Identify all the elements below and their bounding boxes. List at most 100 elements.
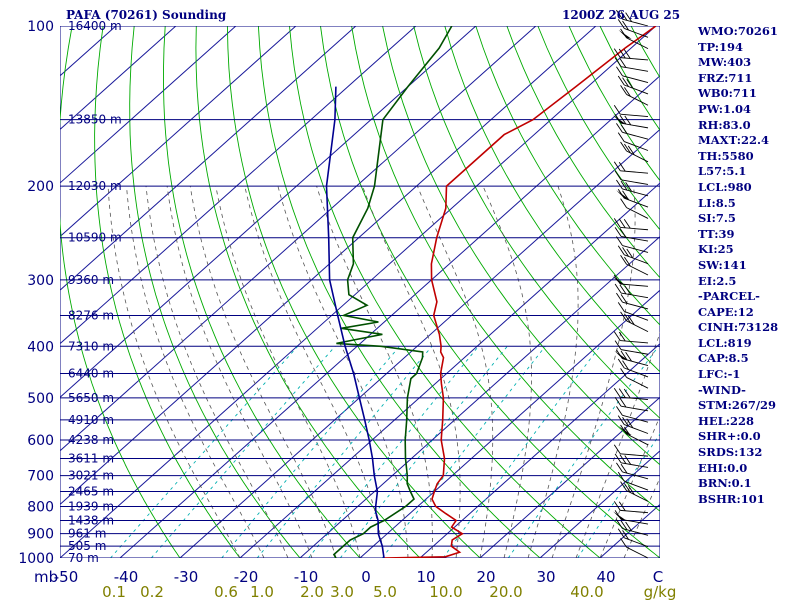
wind-barb-staff xyxy=(622,414,649,423)
stat-row: STM:267/29 xyxy=(698,398,777,413)
wind-barb-staff xyxy=(620,340,649,344)
wind-barb xyxy=(614,453,649,468)
stat-row: L57:5.1 xyxy=(698,164,747,179)
wind-barb xyxy=(616,292,649,310)
mixing-ratio-label: 5.0 xyxy=(373,583,397,600)
wind-barb xyxy=(616,236,649,253)
isotherm-line xyxy=(60,26,297,238)
stat-row: WB0:711 xyxy=(698,86,757,101)
stat-row: EHI:0.0 xyxy=(698,460,748,475)
dry-adiabat-line xyxy=(444,26,660,373)
wind-barb xyxy=(616,519,649,536)
wind-barb xyxy=(614,57,649,72)
wind-barb-feather xyxy=(619,58,627,68)
wind-barb xyxy=(620,141,649,163)
wind-barb-staff xyxy=(620,170,649,174)
wind-barb xyxy=(613,48,649,61)
stat-row: TH:5580 xyxy=(698,148,754,163)
isotherm-line xyxy=(60,26,657,558)
stat-row: MW:403 xyxy=(698,55,752,70)
wind-barb xyxy=(613,104,649,118)
wind-barb xyxy=(617,471,649,491)
wind-barb-staff xyxy=(624,480,649,491)
dry-adiabat-line xyxy=(257,26,541,558)
wind-barb-feather xyxy=(618,501,626,512)
wind-barb xyxy=(617,245,649,265)
wind-barb-feather xyxy=(626,78,634,89)
pressure-tick-label: 900 xyxy=(27,527,54,543)
dry-adiabat-line xyxy=(60,26,181,558)
wind-barb-feather xyxy=(619,454,627,464)
wind-barb-feather xyxy=(616,292,623,303)
height-label: 9360 m xyxy=(68,273,114,287)
temp-tick-label: 0 xyxy=(361,568,371,586)
mixing-ratio-line xyxy=(442,346,601,558)
wind-barb-feather xyxy=(624,455,632,465)
wind-barb xyxy=(620,481,649,502)
wind-barb xyxy=(613,510,649,525)
dry-adiabat-line xyxy=(382,26,660,466)
wind-barb-staff xyxy=(620,113,649,118)
wind-barb-feather xyxy=(614,453,622,464)
wind-barb xyxy=(620,254,649,276)
pressure-tick-label: 500 xyxy=(27,391,54,407)
wind-barb-feather xyxy=(617,415,625,425)
series-dewpoint-line xyxy=(332,26,453,558)
height-label: 2465 m xyxy=(68,485,114,499)
stat-row: RH:83.0 xyxy=(698,117,751,132)
pressure-tick-label: 300 xyxy=(27,273,54,289)
wind-barb-feather xyxy=(614,283,622,294)
stat-row: KI:25 xyxy=(698,242,734,257)
stat-row: SRDS:132 xyxy=(698,445,763,460)
height-label: 1438 m xyxy=(68,513,114,527)
isotherm-line xyxy=(179,128,660,558)
wind-barb-feather xyxy=(613,104,621,115)
wind-barb xyxy=(614,349,649,367)
stat-row: LFC:-1 xyxy=(698,367,741,382)
isotherm-line xyxy=(60,26,537,452)
wind-barb xyxy=(616,462,649,480)
stat-row: WMO:70261 xyxy=(698,24,778,38)
wind-barb-staff xyxy=(620,453,649,457)
wind-barb-staff xyxy=(626,207,649,219)
height-label: 3021 m xyxy=(68,469,114,483)
isotherm-line xyxy=(419,343,660,558)
height-label: 12030 m xyxy=(68,179,122,193)
wind-barb xyxy=(614,227,649,242)
wind-barb-pennant xyxy=(613,511,627,521)
wind-barb-feather xyxy=(622,20,629,31)
wind-barb xyxy=(620,368,649,389)
wind-barb-feather xyxy=(627,315,635,325)
wind-barb-staff xyxy=(626,37,649,50)
wind-barb-pennant xyxy=(612,276,626,286)
wind-barb-feather xyxy=(622,416,629,427)
wind-barb-feather xyxy=(620,180,628,191)
wind-barb-staff xyxy=(622,188,649,197)
wind-barb xyxy=(614,283,649,299)
isotherm-line xyxy=(60,26,477,398)
series-parcel-line xyxy=(325,86,385,558)
wind-barb-staff xyxy=(624,310,649,321)
wind-barb-staff xyxy=(620,509,649,514)
wind-barb xyxy=(616,179,649,197)
wind-barb xyxy=(613,501,649,514)
height-label: 16400 m xyxy=(68,19,122,33)
wind-barb-feather xyxy=(613,444,621,455)
dry-adiabat-line xyxy=(289,26,601,558)
wind-barb xyxy=(616,123,649,140)
temp-tick-label: 40 xyxy=(596,568,615,586)
wind-barb-feather xyxy=(617,19,625,29)
isotherm-line xyxy=(239,182,660,558)
wind-barb-pennant xyxy=(618,29,632,39)
wind-barb xyxy=(614,396,649,412)
wind-barb-feather xyxy=(620,198,627,208)
wind-barb-feather xyxy=(616,123,623,133)
wind-barb xyxy=(616,9,649,27)
wind-barb-feather xyxy=(616,519,623,529)
pressure-tick-label: 800 xyxy=(27,499,54,515)
stat-row: LCL:980 xyxy=(698,179,752,194)
wind-barb-feather xyxy=(617,471,625,482)
wind-barb xyxy=(612,274,649,287)
wind-barb-feather xyxy=(617,302,625,312)
